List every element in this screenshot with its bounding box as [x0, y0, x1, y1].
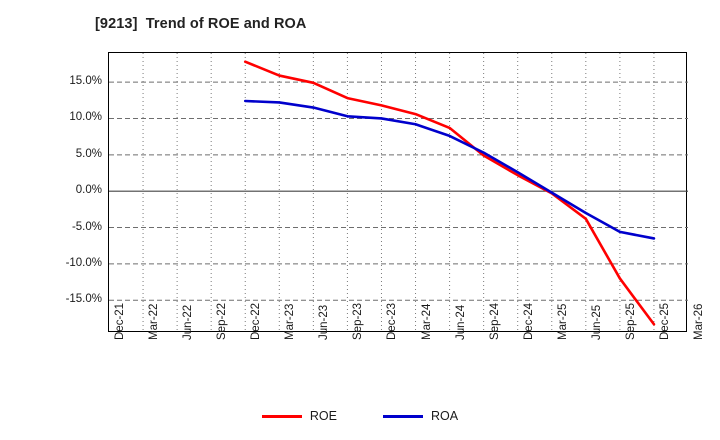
x-tick-label: Mar-26	[693, 303, 705, 340]
x-tick-label: Sep-23	[352, 302, 365, 340]
plot-area	[108, 52, 688, 333]
x-tick-label: Dec-22	[250, 302, 263, 340]
y-tick-label: 0.0%	[75, 184, 102, 197]
page-title: [9213] Trend of ROE and ROA	[95, 16, 307, 32]
y-tick-label: -15.0%	[65, 293, 102, 306]
x-tick-label: Dec-25	[658, 302, 671, 340]
legend-item-roa[interactable]: ROA	[383, 409, 458, 423]
legend-label: ROA	[431, 409, 459, 423]
legend-line-icon	[261, 414, 302, 418]
legend-line-icon	[383, 414, 423, 418]
x-tick-label: Dec-24	[522, 302, 535, 340]
x-tick-label: Mar-24	[420, 303, 433, 340]
series-line-roe	[243, 60, 656, 326]
y-axis: 15.0% 10.0% 5.0% 0.0% -5.0% -10.0% -15.0%	[0, 0, 102, 440]
y-tick-label: 10.0%	[69, 111, 102, 124]
x-tick-label: Sep-24	[488, 302, 501, 340]
y-tick-label: 5.0%	[75, 147, 102, 160]
x-tick-label: Dec-23	[386, 302, 399, 340]
x-tick-label: Jun-23	[318, 304, 331, 340]
x-tick-label: Mar-23	[284, 303, 297, 340]
plot-svg	[109, 53, 688, 333]
legend-item-roe[interactable]: ROE	[261, 409, 337, 423]
y-tick-label: 15.0%	[69, 75, 102, 88]
y-tick-label: -10.0%	[65, 256, 102, 269]
x-tick-label: Jun-25	[590, 304, 603, 340]
x-tick-label: Dec-21	[114, 302, 126, 340]
x-tick-label: Jun-22	[182, 304, 195, 340]
x-tick-label: Sep-22	[216, 302, 229, 340]
legend-label: ROE	[309, 409, 337, 423]
x-tick-label: Mar-25	[556, 303, 569, 340]
x-tick-label: Sep-25	[624, 302, 637, 340]
chart-legend: ROE ROA	[0, 404, 720, 428]
x-tick-label: Jun-24	[454, 304, 467, 340]
y-tick-label: -5.0%	[71, 220, 102, 233]
series-line-roa	[243, 99, 656, 240]
x-tick-label: Mar-22	[148, 303, 161, 340]
